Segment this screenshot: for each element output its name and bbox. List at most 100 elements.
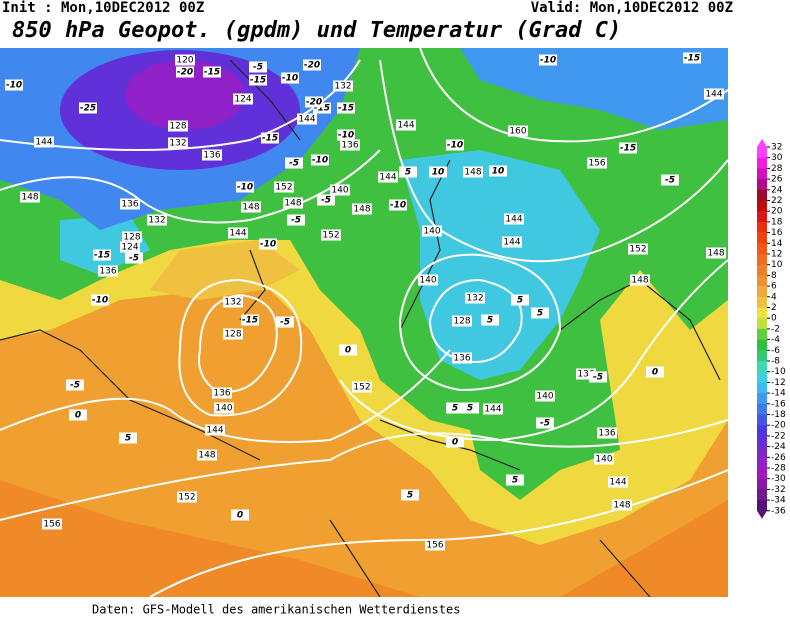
geopotential-label: 140: [595, 455, 612, 465]
temperature-label-box: [646, 366, 664, 378]
geopotential-label: 140: [215, 404, 232, 414]
colorbar-tick-label: -32: [771, 485, 786, 495]
colorbar-segment: [757, 328, 767, 340]
colorbar-segment: [757, 157, 767, 169]
colorbar-segment: [757, 221, 767, 233]
colorbar-tick-label: 32: [771, 143, 782, 153]
geopotential-label: 144: [206, 426, 223, 436]
colorbar-tick-label: -18: [771, 410, 786, 420]
geopotential-label-box: [175, 54, 195, 66]
colorbar-segment: [757, 382, 767, 394]
geopotential-label: 140: [419, 276, 436, 286]
temperature-label: -20: [304, 61, 320, 71]
colorbar-segment: [757, 446, 767, 458]
temperature-label-box: [79, 102, 97, 114]
geopotential-label: 156: [43, 520, 60, 530]
temperature-label-box: [589, 371, 607, 383]
geopotential-label: 140: [331, 186, 348, 196]
temperature-label-box: [661, 174, 679, 186]
geopotential-label-box: [202, 149, 222, 161]
temperature-label-box: [311, 154, 329, 166]
temperature-label-box: [261, 132, 279, 144]
colorbar-tick-label: -36: [771, 506, 786, 516]
geopotential-label-box: [508, 125, 528, 137]
geopotential-label: 148: [21, 193, 38, 203]
geopotential-label: 140: [423, 227, 440, 237]
temperature-label: -20: [306, 98, 322, 108]
colorbar-segment: [757, 468, 767, 479]
geopotential-label-box: [205, 424, 225, 436]
geopotential-label: 144: [35, 138, 52, 148]
colorbar-tick-label: 2: [771, 303, 777, 313]
colorbar-segment: [757, 393, 767, 405]
colorbar-arrow-bottom: [757, 510, 767, 519]
colorbar-tick-label: -12: [771, 378, 786, 388]
colorbar-segment: [757, 211, 767, 223]
geopotential-label: 132: [224, 298, 241, 308]
temperature-label: -5: [665, 176, 675, 186]
temperature-label: -15: [250, 76, 266, 86]
temperature-label-box: [683, 52, 701, 64]
temperature-label: 5: [125, 434, 131, 444]
temperature-label-box: [461, 402, 479, 414]
colorbar-tick-label: 14: [771, 239, 783, 249]
geopotential-label-box: [168, 120, 188, 132]
geopotential-label: 128: [453, 317, 470, 327]
colorbar-segment: [757, 147, 767, 158]
temperature-label-box: [69, 409, 87, 421]
geopotential-label-box: [628, 243, 648, 255]
temperature-label-box: [249, 61, 267, 73]
temperature-label-box: [119, 432, 137, 444]
colorbar-tick-label: -10: [771, 367, 786, 377]
colorbar-tick-label: -34: [771, 496, 786, 506]
temperature-label: -5: [540, 419, 550, 429]
temperature-label-box: [231, 509, 249, 521]
geopotential-label: 148: [631, 276, 648, 286]
colorbar-segment: [757, 478, 767, 490]
geopotential-label-box: [333, 80, 353, 92]
geopotential-label-box: [594, 453, 614, 465]
colorbar-tick-label: -16: [771, 399, 786, 409]
geopotential-label: 136: [577, 370, 594, 380]
geopotential-label: 144: [298, 115, 315, 125]
colorbar-segment: [757, 307, 767, 319]
geopotential-label: 136: [203, 151, 220, 161]
colorbar-segment: [757, 318, 767, 330]
colorbar-tick-label: -26: [771, 453, 786, 463]
temperature-label: -5: [289, 159, 299, 169]
geopotential-label: 136: [121, 200, 138, 210]
geopotential-label-box: [297, 113, 317, 125]
temperature-label: -10: [237, 183, 253, 193]
temperature-label: 10: [492, 167, 505, 177]
geopotential-label: 144: [229, 229, 246, 239]
geopotential-label-box: [283, 197, 303, 209]
geopotential-label-box: [587, 157, 607, 169]
geopotential-label: 128: [224, 330, 241, 340]
colorbar-segment: [757, 179, 767, 191]
geopotential-label-box: [274, 181, 294, 193]
geopotential-label-box: [42, 518, 62, 530]
temperature-label: 0: [75, 411, 81, 421]
geopotential-label-box: [223, 296, 243, 308]
geopotential-label: 148: [353, 205, 370, 215]
temperature-label-box: [287, 214, 305, 226]
geopotential-label: 148: [284, 199, 301, 209]
geopotential-label-box: [422, 225, 442, 237]
geopotential-label-box: [576, 368, 596, 380]
geopotential-label: 144: [379, 173, 396, 183]
geopotential-label: 132: [466, 294, 483, 304]
temperature-label: 5: [407, 491, 413, 501]
temperature-label: -10: [260, 240, 276, 250]
colorbar-segment: [757, 168, 767, 180]
colorbar-tick-label: 10: [771, 260, 783, 270]
temperature-label-box: [236, 181, 254, 193]
geopotential-label-box: [452, 315, 472, 327]
geopotential-label: 152: [322, 231, 339, 241]
geopotential-label-box: [608, 476, 628, 488]
colorbar-segment: [757, 457, 767, 469]
geopotential-label-box: [241, 201, 261, 213]
geopotential-label-box: [120, 241, 140, 253]
colorbar-segment: [757, 371, 767, 383]
colorbar-tick-label: 28: [771, 164, 783, 174]
